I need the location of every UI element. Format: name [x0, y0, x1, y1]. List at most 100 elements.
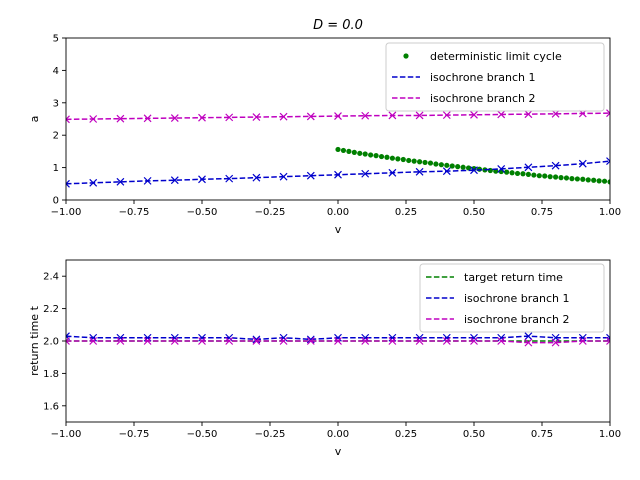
- x-marker: [442, 111, 451, 120]
- legend-label: isochrone branch 1: [464, 292, 570, 305]
- x-marker: [551, 161, 560, 170]
- legend-label: isochrone branch 2: [430, 92, 536, 105]
- y-tick-label: 2.0: [43, 337, 59, 348]
- dot-marker: [574, 176, 580, 182]
- y-tick-label: 1.6: [43, 401, 59, 412]
- x-tick-label: 0.25: [395, 207, 417, 218]
- x-tick-label: 0.25: [395, 429, 417, 440]
- x-marker: [334, 112, 342, 121]
- x-marker: [388, 111, 397, 120]
- dot-marker: [569, 176, 575, 182]
- x-marker: [279, 112, 288, 121]
- x-tick-label: −0.75: [119, 429, 150, 440]
- x-marker: [334, 337, 342, 345]
- legend-label: isochrone branch 1: [430, 71, 536, 84]
- x-tick-label: 0.00: [327, 429, 349, 440]
- dot-marker: [580, 176, 586, 182]
- dot-marker: [378, 153, 385, 160]
- dot-marker: [601, 178, 608, 184]
- dot-marker: [351, 149, 357, 155]
- x-tick-label: 1.00: [599, 429, 621, 440]
- x-tick-label: 0.50: [463, 207, 485, 218]
- dot-marker: [520, 171, 526, 177]
- x-marker: [116, 337, 125, 345]
- x-marker: [89, 115, 98, 123]
- y-tick-label: 1.8: [43, 369, 59, 380]
- dot-marker: [465, 165, 472, 171]
- x-marker: [306, 171, 315, 180]
- x-marker: [606, 333, 610, 342]
- x-tick-label: −0.50: [187, 207, 218, 218]
- x-marker: [252, 173, 261, 182]
- legend-box: [419, 263, 605, 333]
- dot-marker: [340, 147, 347, 154]
- legend-box: [385, 42, 605, 112]
- x-marker: [442, 337, 451, 345]
- x-marker: [143, 337, 152, 345]
- y-tick-label: 2.4: [43, 272, 59, 283]
- x-marker: [415, 337, 424, 345]
- x-marker: [89, 178, 98, 187]
- x-marker: [225, 337, 234, 345]
- dot-marker: [417, 159, 423, 165]
- x-marker: [442, 333, 451, 342]
- dot-marker: [438, 162, 444, 168]
- dot-marker: [509, 170, 515, 176]
- dot-marker: [607, 179, 610, 185]
- dot-marker: [542, 173, 548, 179]
- x-tick-label: −0.25: [255, 429, 286, 440]
- legend-label: deterministic limit cycle: [430, 50, 562, 63]
- dot-marker: [553, 174, 559, 180]
- x-marker: [361, 333, 370, 342]
- x-marker: [361, 337, 370, 345]
- x-marker: [470, 337, 478, 345]
- dot-marker: [558, 175, 564, 181]
- x-tick-label: 0.50: [463, 429, 485, 440]
- dot-marker: [422, 159, 428, 166]
- chart-title: D = 0.0: [313, 18, 363, 33]
- series-deterministic-limit-cycle: [335, 146, 610, 185]
- x-marker: [361, 169, 370, 178]
- bottom-panel: −1.00 −0.75 −0.50 −0.25 0.00 0.25 0.50 0.75 1.00…: [28, 259, 621, 458]
- series-isochrone-branch-2: [66, 109, 610, 124]
- dot-marker: [346, 148, 352, 154]
- legend: target return time isochrone branch 1 isoc…: [419, 263, 605, 333]
- x-axis-label: v: [335, 223, 342, 236]
- dot-marker: [514, 170, 521, 177]
- y-tick-label: 2: [53, 131, 59, 142]
- x-marker: [170, 114, 179, 122]
- x-marker: [198, 333, 206, 342]
- x-marker: [198, 175, 206, 184]
- plot-area: [66, 109, 610, 188]
- dot-marker: [536, 173, 542, 179]
- y-tick-label: 2.2: [43, 304, 59, 315]
- y-tick-label: 3: [53, 98, 59, 109]
- x-marker: [524, 110, 533, 119]
- dot-marker: [449, 163, 455, 169]
- dot-marker: [585, 177, 591, 183]
- y-axis-label: return time t: [28, 305, 41, 375]
- dot-marker: [335, 146, 341, 153]
- x-marker: [170, 333, 179, 342]
- x-marker: [198, 337, 206, 345]
- x-marker: [225, 333, 234, 342]
- x-marker: [225, 174, 234, 183]
- x-marker: [116, 177, 125, 186]
- dot-marker: [591, 177, 597, 183]
- dot-marker: [531, 172, 537, 178]
- x-marker: [334, 333, 342, 342]
- x-tick-label: −0.75: [119, 207, 150, 218]
- legend-dot-marker: [403, 53, 409, 59]
- x-marker: [143, 333, 152, 342]
- x-marker: [306, 337, 315, 345]
- x-marker: [66, 337, 70, 345]
- dot-marker: [373, 153, 379, 159]
- dot-marker: [368, 152, 374, 158]
- x-marker: [415, 333, 424, 342]
- dot-marker: [487, 167, 493, 174]
- x-marker: [606, 337, 610, 345]
- dot-marker: [460, 164, 466, 170]
- dot-marker: [427, 160, 434, 166]
- y-axis-label: a: [28, 116, 41, 123]
